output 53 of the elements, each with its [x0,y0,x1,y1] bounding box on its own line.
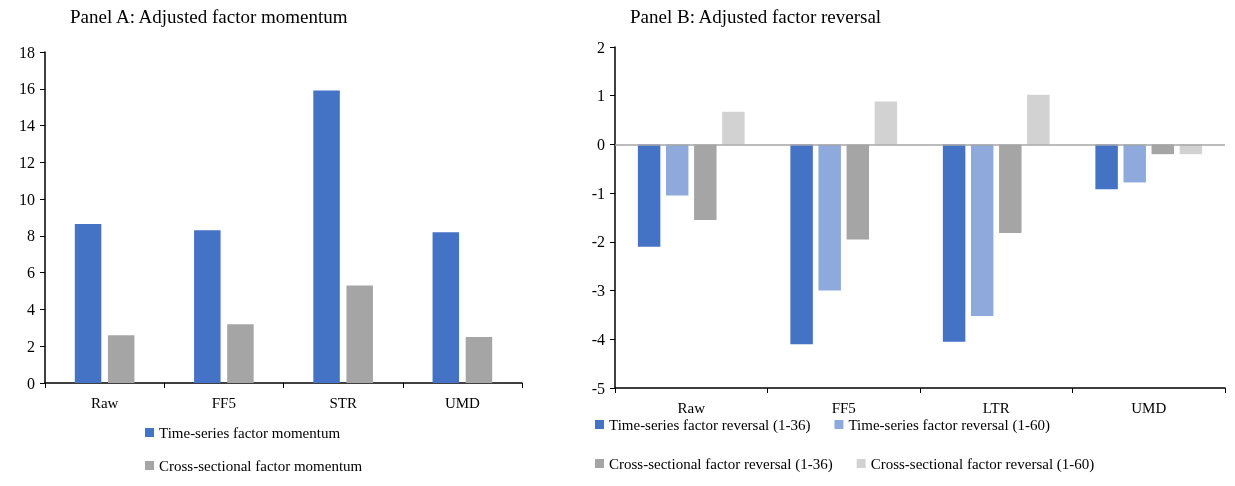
bar [313,90,340,383]
bar [1095,144,1118,190]
y-tick-label: 2 [597,38,605,56]
y-tick-label: 18 [19,43,35,61]
bar [74,223,102,383]
legend-label: Cross-sectional factor reversal (1-60) [870,455,1095,473]
y-tick-label: -1 [591,184,605,202]
bar [346,285,373,383]
x-tick-label: UMD [1131,399,1167,416]
bar [1123,144,1146,183]
bar [970,144,994,316]
bar [637,144,661,247]
bar [227,324,254,383]
y-tick-label: 8 [27,227,35,245]
x-tick-label: STR [329,394,357,411]
legend-label: Cross-sectional factor reversal (1-36) [609,455,833,473]
bar [432,232,460,383]
chart-title: Panel B: Adjusted factor reversal [630,6,882,27]
x-tick-label: Raw [677,399,706,416]
y-tick-label: -3 [591,282,605,300]
y-tick-label: 1 [597,87,605,105]
y-tick-label: 2 [27,337,35,355]
y-tick-label: 16 [19,80,35,98]
y-tick-label: -4 [591,330,605,348]
legend-label: Cross-sectional factor momentum [159,457,363,474]
legend-label: Time-series factor reversal (1-60) [848,416,1050,434]
x-tick-label: FF5 [211,394,236,411]
y-tick-label: 4 [27,300,35,318]
bar [874,101,898,145]
x-tick-label: LTR [982,399,1010,416]
bar [107,335,135,383]
y-tick-label: 14 [19,117,35,135]
y-tick-label: 6 [27,264,35,282]
y-tick-label: 0 [27,374,35,392]
y-tick-label: 10 [19,190,35,208]
x-tick-label: Raw [90,394,119,411]
x-tick-label: FF5 [831,399,856,416]
bar [665,144,689,196]
bar [1027,94,1050,145]
bar [818,144,841,291]
chart-title: Panel A: Adjusted factor momentum [70,6,348,27]
bar [942,144,966,342]
bar [722,111,745,145]
y-tick-label: 12 [19,153,35,171]
x-tick-label: UMD [444,394,481,411]
y-tick-label: -5 [591,379,605,397]
y-tick-label: 0 [597,135,605,153]
legend-label: Time-series factor momentum [159,424,341,441]
legend-label: Time-series factor reversal (1-36) [609,416,811,434]
bar [465,337,493,383]
bar [790,144,813,345]
bar [194,230,221,383]
y-tick-label: -2 [591,233,605,251]
